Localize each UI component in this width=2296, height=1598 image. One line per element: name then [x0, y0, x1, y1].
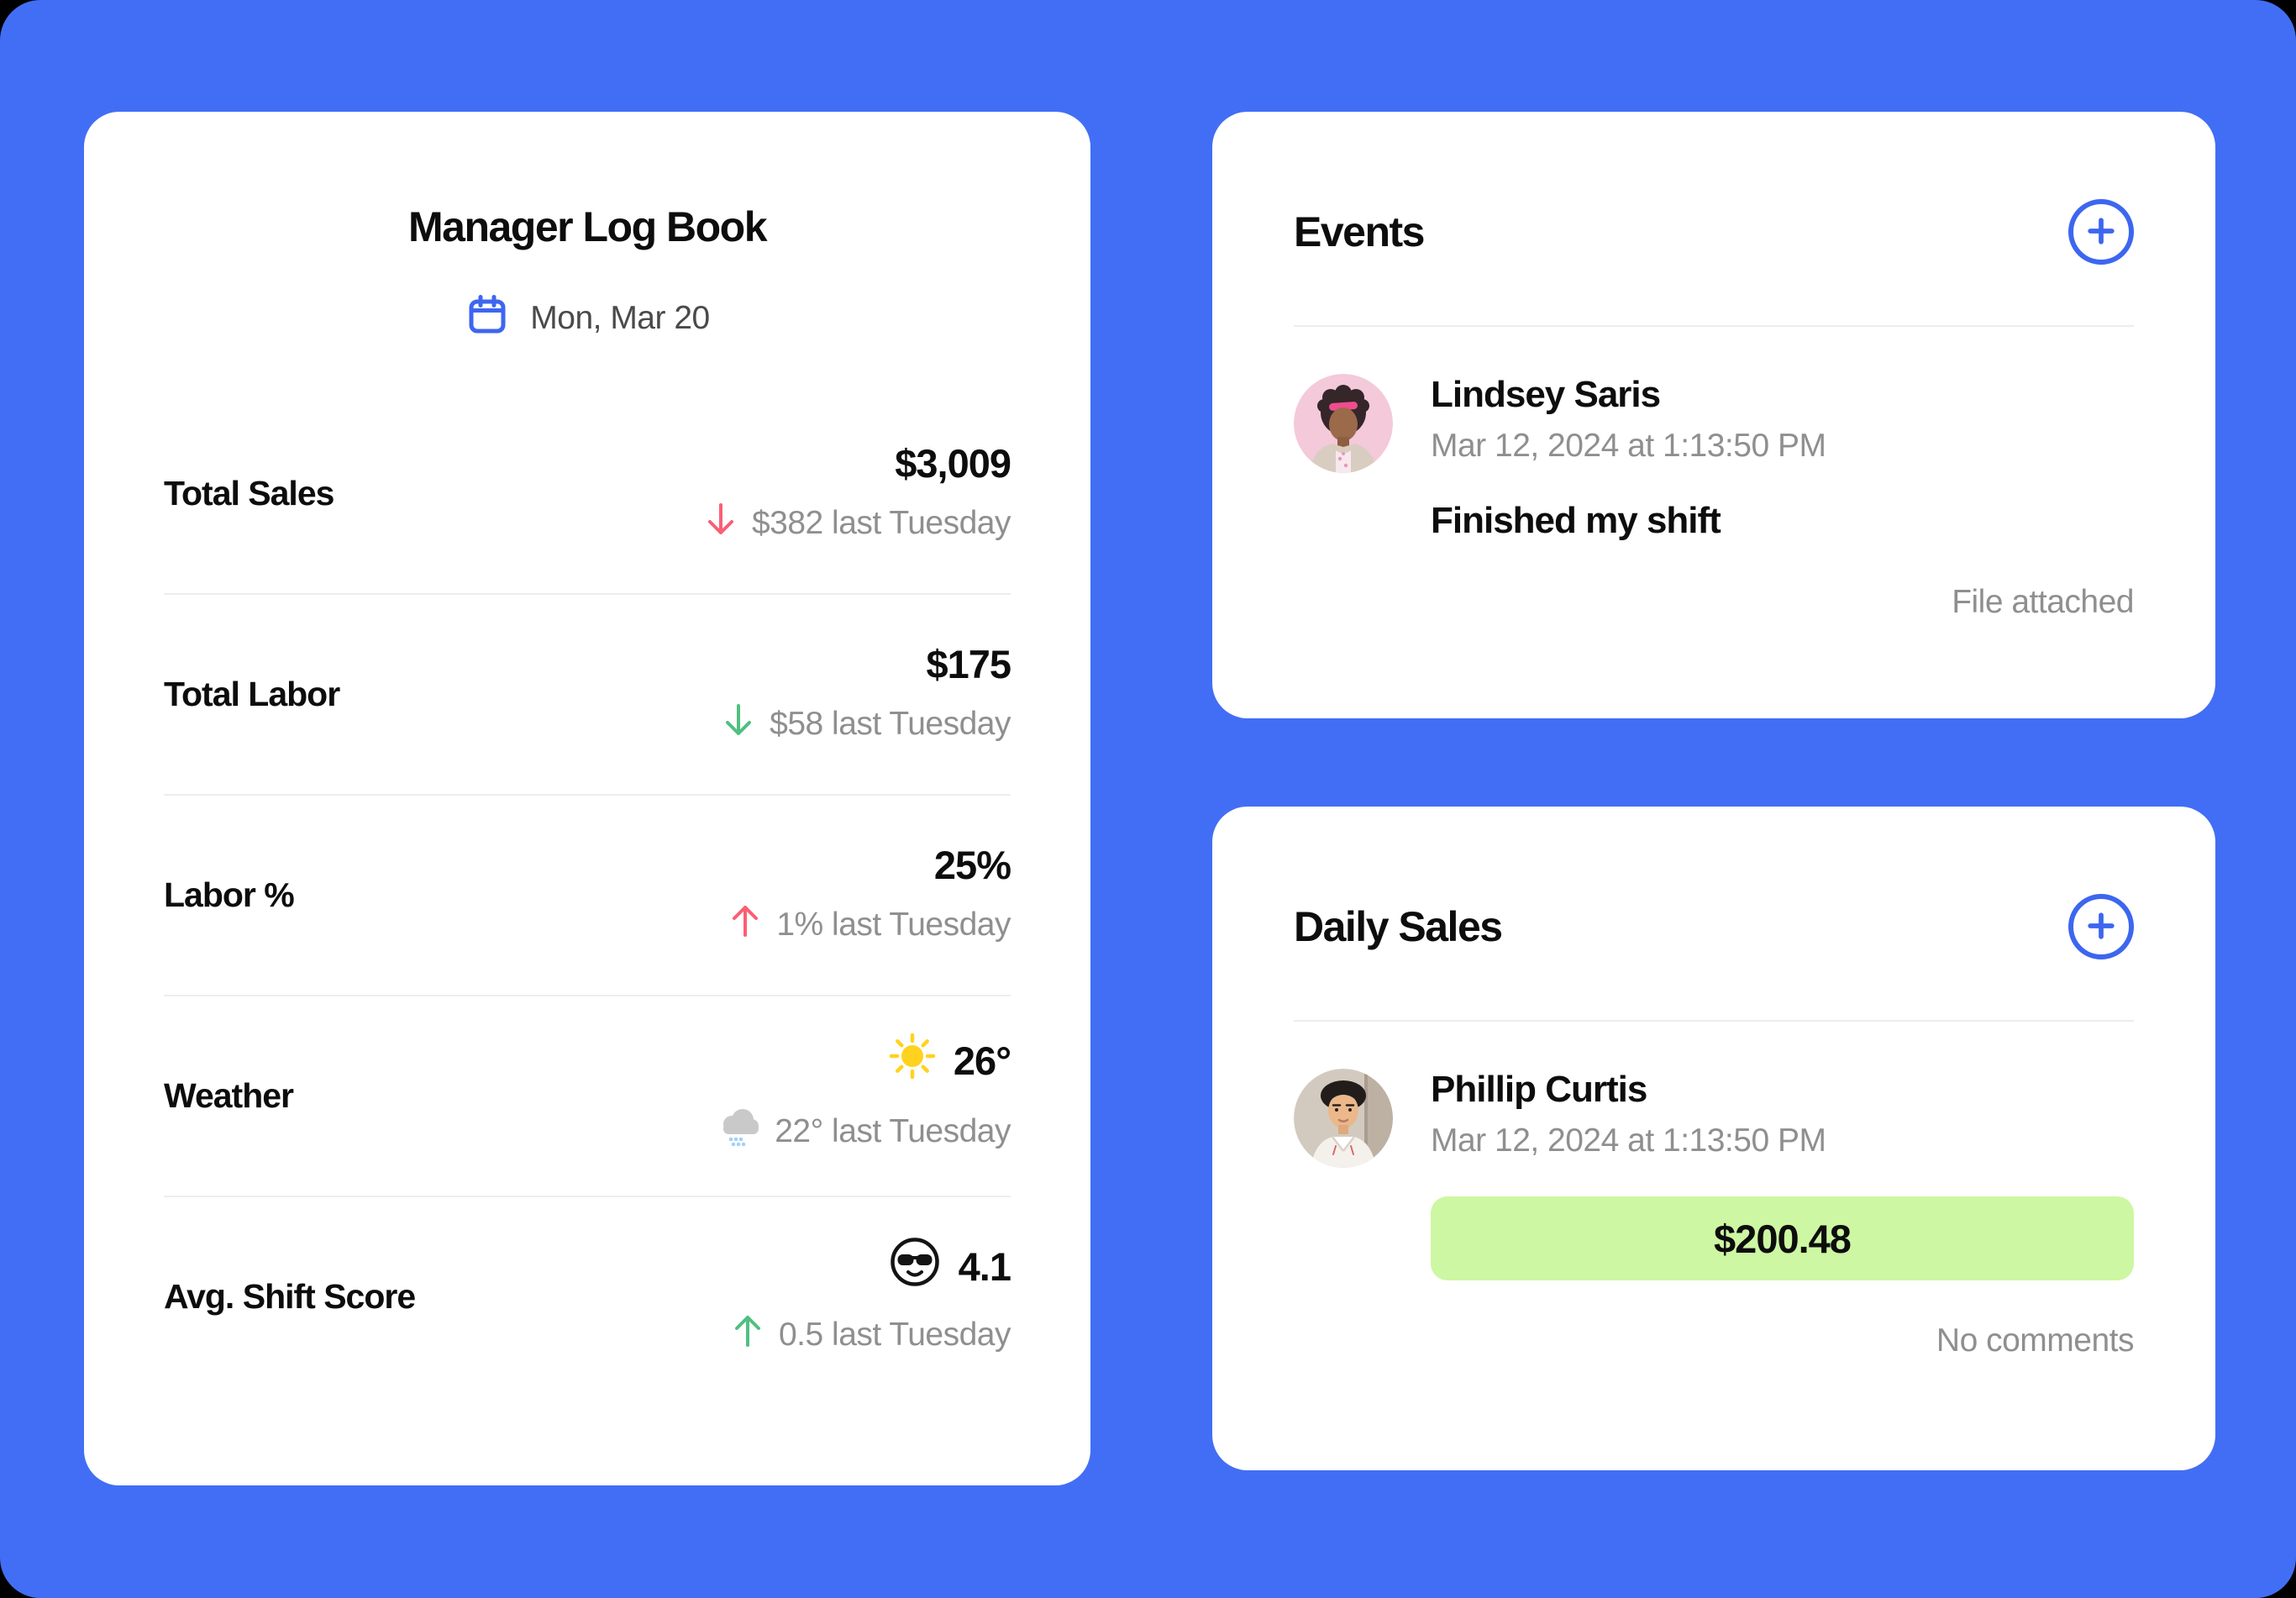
daily-sale-list-item[interactable]: Phillip Curtis Mar 12, 2024 at 1:13:50 P…: [1294, 1069, 2135, 1359]
sale-author-name: Phillip Curtis: [1431, 1069, 1647, 1110]
no-comments-note: No comments: [1936, 1322, 2135, 1359]
metric-label: Labor %: [164, 875, 295, 914]
metric-row-total-sales: Total Sales $3,009 $382 last Tuesday: [164, 394, 1011, 593]
metric-value: 26°: [953, 1038, 1011, 1083]
metric-value: $175: [926, 642, 1011, 686]
metric-delta-text: $58 last Tuesday: [770, 706, 1011, 742]
metric-label: Weather: [164, 1076, 294, 1115]
avatar: [1294, 1069, 1393, 1168]
metric-value: 25%: [933, 843, 1011, 887]
metric-delta-text: 0.5 last Tuesday: [778, 1317, 1011, 1353]
file-attached-note: File attached: [1952, 584, 2134, 620]
plus-icon: [2085, 215, 2117, 250]
daily-sales-card: Daily Sales: [1212, 807, 2215, 1470]
events-title: Events: [1294, 208, 1425, 255]
metric-delta-text: 22° last Tuesday: [775, 1113, 1011, 1149]
date-picker[interactable]: Mon, Mar 20: [164, 292, 1011, 345]
metric-row-avg-shift-score: Avg. Shift Score: [164, 1196, 1011, 1396]
date-label: Mon, Mar 20: [530, 300, 710, 336]
event-message: Finished my shift: [1431, 500, 1721, 541]
metric-value: $3,009: [895, 441, 1011, 486]
event-timestamp: Mar 12, 2024 at 1:13:50 PM: [1431, 428, 1826, 464]
page-title: Manager Log Book: [407, 203, 768, 250]
plus-icon: [2085, 910, 2117, 944]
calendar-icon: [465, 292, 510, 345]
event-list-item[interactable]: Lindsey Saris Mar 12, 2024 at 1:13:50 PM…: [1294, 374, 2135, 621]
events-card: Events: [1212, 112, 2215, 718]
divider: [1294, 1020, 2134, 1022]
metric-row-weather: Weather 26°: [164, 995, 1011, 1196]
metric-delta-text: $382 last Tuesday: [751, 505, 1011, 541]
add-daily-sale-button[interactable]: [2068, 894, 2134, 959]
metric-value: 4.1: [958, 1244, 1011, 1289]
sale-timestamp: Mar 12, 2024 at 1:13:50 PM: [1431, 1122, 1826, 1159]
sunglasses-face-icon: [888, 1235, 942, 1298]
arrow-down-icon: [701, 500, 740, 547]
divider: [1294, 325, 2134, 327]
arrow-down-icon: [719, 701, 758, 748]
metric-label: Total Labor: [164, 675, 340, 713]
metric-delta-text: 1% last Tuesday: [776, 907, 1011, 943]
metric-label: Avg. Shift Score: [164, 1277, 416, 1316]
add-event-button[interactable]: [2068, 199, 2134, 265]
arrow-up-icon: [726, 902, 764, 949]
metric-row-total-labor: Total Labor $175 $58 last Tuesday: [164, 593, 1011, 794]
sun-icon: [888, 1032, 937, 1090]
manager-log-book-card: Manager Log Book Mon, Mar 20 Total Sales…: [84, 112, 1090, 1485]
metric-label: Total Sales: [164, 474, 334, 513]
event-author-name: Lindsey Saris: [1431, 374, 1661, 415]
sale-amount-badge: $200.48: [1431, 1196, 2134, 1280]
arrow-up-icon: [728, 1312, 767, 1359]
metric-row-labor-percent: Labor % 25% 1% last Tuesday: [164, 794, 1011, 995]
rain-cloud-icon: [714, 1103, 763, 1160]
metrics-list: Total Sales $3,009 $382 last Tuesday Tot…: [164, 394, 1011, 1396]
avatar: [1294, 374, 1393, 473]
daily-sales-title: Daily Sales: [1294, 903, 1503, 950]
